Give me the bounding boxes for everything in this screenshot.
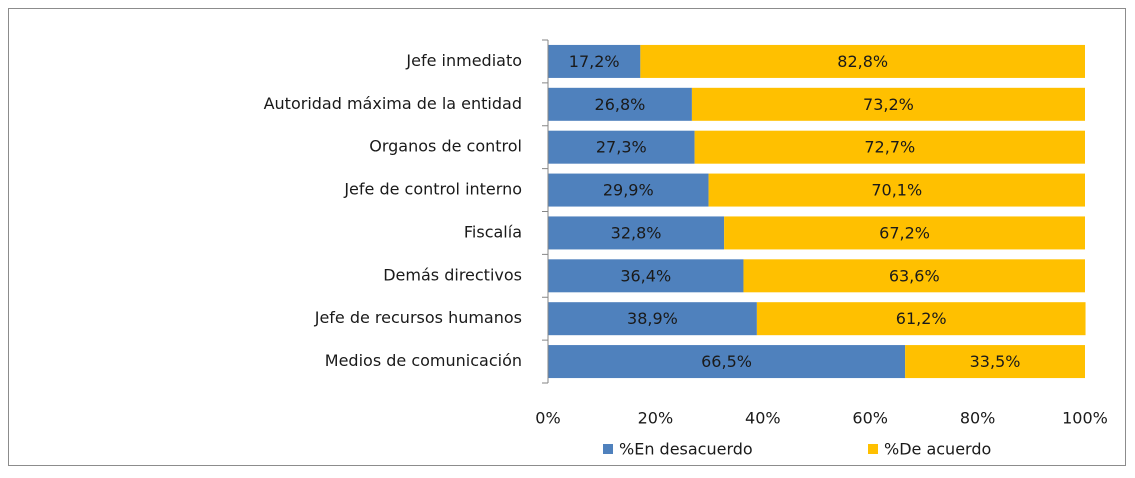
bar-segment bbox=[548, 259, 744, 293]
bar-segment bbox=[548, 44, 641, 78]
bar-segment bbox=[905, 345, 1085, 379]
data-label: 70,1% bbox=[871, 181, 922, 200]
data-label: 72,7% bbox=[864, 138, 915, 157]
bar-segment bbox=[724, 216, 1085, 250]
data-label: 26,8% bbox=[595, 95, 646, 114]
y-tick-label: Fiscalía bbox=[464, 222, 522, 241]
data-label: 33,5% bbox=[970, 352, 1021, 371]
bar-segment bbox=[548, 173, 709, 207]
bar-segment bbox=[708, 173, 1085, 207]
legend-swatch bbox=[868, 444, 878, 454]
bar-segment bbox=[756, 302, 1086, 336]
x-tick-label: 80% bbox=[960, 409, 996, 428]
x-tick-label: 100% bbox=[1062, 409, 1108, 428]
legend-swatch bbox=[603, 444, 613, 454]
x-tick-label: 40% bbox=[745, 409, 781, 428]
bar-segment bbox=[548, 130, 695, 164]
bar-segment bbox=[548, 216, 725, 250]
y-tick-label: Autoridad máxima de la entidad bbox=[264, 94, 522, 113]
data-label: 29,9% bbox=[603, 181, 654, 200]
bar-segment bbox=[548, 302, 757, 336]
data-label: 73,2% bbox=[863, 95, 914, 114]
y-tick-label: Jefe de control interno bbox=[343, 180, 522, 199]
bar-segment bbox=[694, 130, 1085, 164]
data-label: 17,2% bbox=[569, 52, 620, 71]
data-label: 66,5% bbox=[701, 352, 752, 371]
y-tick-label: Jefe de recursos humanos bbox=[314, 308, 522, 327]
data-label: 82,8% bbox=[837, 52, 888, 71]
bar-segment bbox=[640, 44, 1085, 78]
y-tick-label: Demás directivos bbox=[383, 265, 522, 284]
legend-label: %De acuerdo bbox=[884, 440, 991, 459]
data-label: 32,8% bbox=[611, 223, 662, 242]
data-label: 36,4% bbox=[620, 266, 671, 285]
data-label: 27,3% bbox=[596, 138, 647, 157]
bar-segment bbox=[548, 87, 692, 121]
data-label: 63,6% bbox=[889, 266, 940, 285]
data-label: 61,2% bbox=[896, 309, 947, 328]
x-tick-label: 60% bbox=[852, 409, 888, 428]
data-label: 67,2% bbox=[879, 223, 930, 242]
x-tick-label: 20% bbox=[638, 409, 674, 428]
bar-segment bbox=[691, 87, 1085, 121]
y-tick-label: Organos de control bbox=[369, 137, 522, 156]
legend-label: %En desacuerdo bbox=[619, 440, 753, 459]
y-tick-label: Jefe inmediato bbox=[405, 51, 522, 70]
bar-segment bbox=[743, 259, 1085, 293]
data-label: 38,9% bbox=[627, 309, 678, 328]
bar-segment bbox=[548, 345, 906, 379]
y-tick-label: Medios de comunicación bbox=[325, 351, 522, 370]
x-tick-label: 0% bbox=[535, 409, 560, 428]
